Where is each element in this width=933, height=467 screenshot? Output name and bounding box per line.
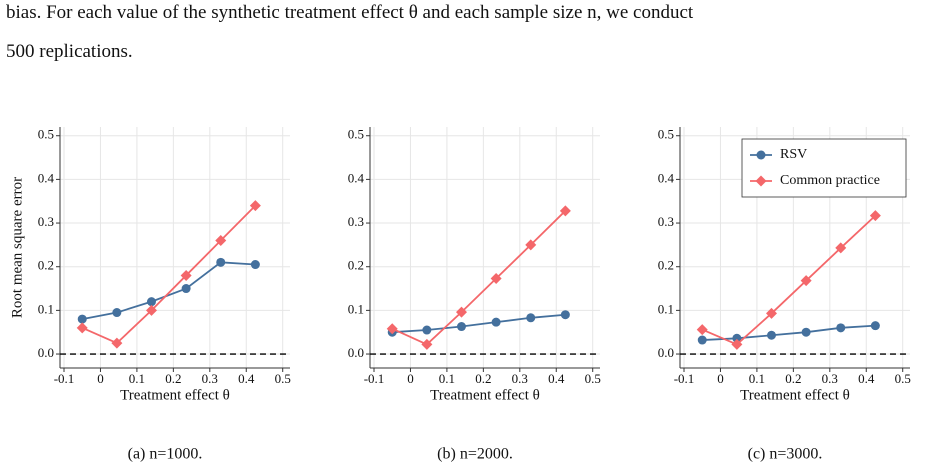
marker (731, 338, 743, 350)
y-tick-label: 0.5 (658, 127, 674, 142)
x-tick-label: 0.4 (238, 371, 255, 386)
y-tick-label: 0.0 (348, 345, 364, 360)
marker (801, 327, 811, 337)
marker (422, 325, 432, 335)
marker (732, 333, 742, 343)
marker (386, 323, 398, 335)
marker (180, 269, 192, 281)
x-tick-label: 0.4 (858, 371, 875, 386)
x-tick-label: 0.1 (749, 371, 765, 386)
y-tick-label: 0.1 (38, 301, 54, 316)
series-line (702, 324, 876, 341)
x-tick-label: 0 (97, 371, 104, 386)
x-tick-label: -0.1 (364, 371, 385, 386)
series-line (701, 214, 876, 346)
y-tick-label: 0.2 (658, 258, 674, 273)
x-tick-label: -0.1 (54, 371, 75, 386)
marker (111, 337, 123, 349)
marker (870, 321, 880, 331)
plot-panel (60, 127, 290, 368)
marker (835, 242, 847, 254)
marker (559, 205, 571, 217)
marker (455, 306, 467, 318)
x-tick-label: 0.3 (822, 371, 838, 386)
x-axis-label: Treatment effect θ (120, 387, 230, 403)
series-line (392, 313, 566, 334)
x-axis-label: Treatment effect θ (740, 387, 850, 403)
marker (560, 310, 570, 320)
y-tick-label: 0.1 (658, 301, 674, 316)
marker (765, 307, 777, 319)
marker (525, 239, 537, 251)
series-line (391, 210, 567, 346)
body-text: 500 replications. (6, 41, 133, 62)
x-axis-label: Treatment effect θ (430, 387, 540, 403)
x-tick-label: 0.5 (585, 371, 601, 386)
x-tick-label: 0.3 (202, 371, 218, 386)
y-tick-label: 0.2 (38, 258, 54, 273)
caption: (a) n=1000. (128, 446, 203, 463)
series-line (81, 204, 257, 345)
marker (146, 297, 156, 307)
caption: (c) n=3000. (748, 446, 823, 463)
body-text: bias. For each value of the synthetic tr… (6, 2, 694, 23)
y-tick-label: 0.3 (38, 214, 54, 229)
x-tick-label: -0.1 (674, 371, 695, 386)
y-tick-label: 0.0 (658, 345, 674, 360)
marker (766, 330, 776, 340)
x-tick-label: 0.1 (439, 371, 455, 386)
marker (491, 317, 501, 327)
y-tick-label: 0.5 (348, 127, 364, 142)
marker (215, 235, 227, 247)
marker (421, 338, 433, 350)
legend-label: Common practice (780, 173, 880, 188)
plot-panel (370, 127, 600, 368)
marker (181, 284, 191, 294)
marker (836, 323, 846, 333)
marker (145, 304, 157, 316)
y-tick-label: 0.2 (348, 258, 364, 273)
y-tick-label: 0.3 (348, 214, 364, 229)
x-tick-label: 0.1 (129, 371, 145, 386)
caption: (b) n=2000. (437, 446, 513, 463)
x-tick-label: 0.5 (895, 371, 911, 386)
x-tick-label: 0.2 (785, 371, 801, 386)
y-tick-label: 0.1 (348, 301, 364, 316)
x-tick-label: 0.3 (512, 371, 528, 386)
series-line (82, 261, 256, 320)
x-tick-label: 0 (717, 371, 724, 386)
y-tick-label: 0.3 (658, 214, 674, 229)
marker (696, 324, 708, 336)
x-tick-label: 0.2 (475, 371, 491, 386)
marker (800, 275, 812, 287)
x-tick-label: 0.4 (548, 371, 565, 386)
marker (76, 322, 88, 334)
y-axis-label: Root mean square error (9, 177, 25, 318)
x-tick-label: 0.2 (165, 371, 181, 386)
legend-box (741, 138, 907, 198)
marker (490, 272, 502, 284)
y-tick-label: 0.0 (38, 345, 54, 360)
marker (456, 322, 466, 332)
marker (77, 314, 87, 324)
y-tick-label: 0.4 (348, 170, 365, 185)
marker (112, 308, 122, 318)
legend-marker (755, 175, 767, 187)
x-tick-label: 0.5 (275, 371, 291, 386)
marker (697, 335, 707, 345)
marker (216, 257, 226, 267)
legend-label: RSV (780, 147, 807, 162)
marker (526, 313, 536, 323)
y-tick-label: 0.5 (38, 127, 54, 142)
y-tick-label: 0.4 (38, 170, 55, 185)
marker (249, 200, 261, 212)
marker (869, 210, 881, 222)
y-tick-label: 0.4 (658, 170, 675, 185)
marker (250, 260, 260, 270)
x-tick-label: 0 (407, 371, 414, 386)
legend-marker (756, 150, 766, 160)
